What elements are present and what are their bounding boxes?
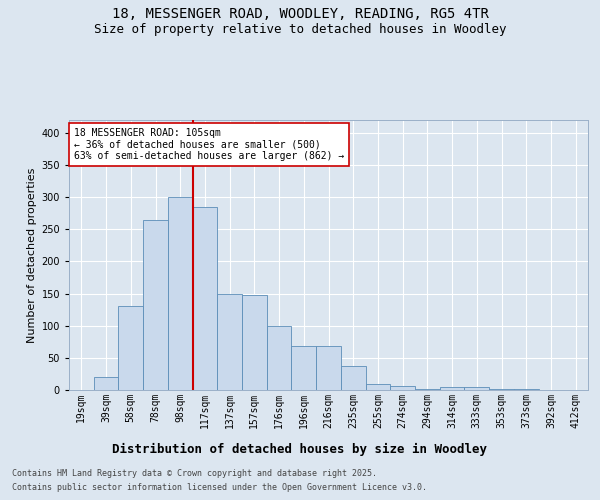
Bar: [316, 346, 341, 390]
Bar: [292, 346, 316, 390]
Text: 18, MESSENGER ROAD, WOODLEY, READING, RG5 4TR: 18, MESSENGER ROAD, WOODLEY, READING, RG…: [112, 8, 488, 22]
Text: Contains HM Land Registry data © Crown copyright and database right 2025.: Contains HM Land Registry data © Crown c…: [12, 468, 377, 477]
Bar: [365, 384, 390, 390]
Bar: [267, 326, 292, 390]
Bar: [242, 295, 267, 390]
Bar: [464, 387, 489, 390]
Bar: [193, 207, 217, 390]
Text: Distribution of detached houses by size in Woodley: Distribution of detached houses by size …: [113, 442, 487, 456]
Y-axis label: Number of detached properties: Number of detached properties: [27, 168, 37, 342]
Text: Contains public sector information licensed under the Open Government Licence v3: Contains public sector information licen…: [12, 484, 427, 492]
Bar: [168, 197, 193, 390]
Text: 18 MESSENGER ROAD: 105sqm
← 36% of detached houses are smaller (500)
63% of semi: 18 MESSENGER ROAD: 105sqm ← 36% of detac…: [74, 128, 344, 162]
Bar: [143, 220, 168, 390]
Text: Size of property relative to detached houses in Woodley: Size of property relative to detached ho…: [94, 22, 506, 36]
Bar: [390, 386, 415, 390]
Bar: [118, 306, 143, 390]
Bar: [94, 377, 118, 390]
Bar: [440, 387, 464, 390]
Bar: [489, 388, 514, 390]
Bar: [415, 388, 440, 390]
Bar: [217, 294, 242, 390]
Bar: [341, 366, 365, 390]
